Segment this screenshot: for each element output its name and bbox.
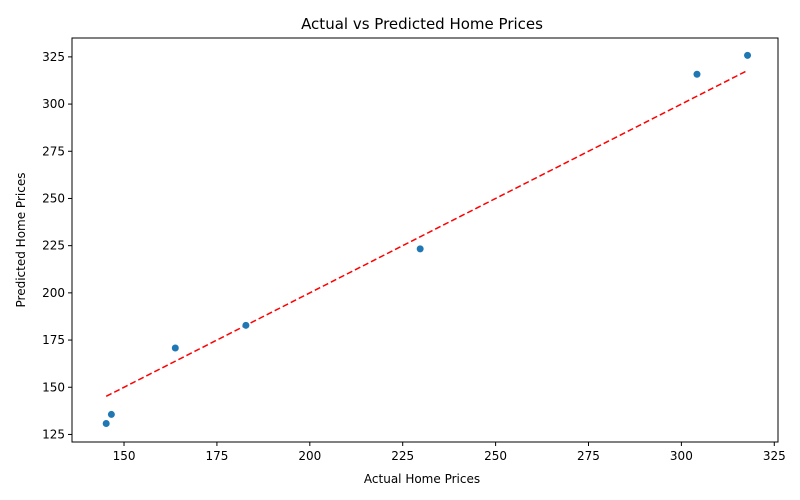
- y-tick-label: 125: [42, 427, 65, 441]
- y-tick-label: 325: [42, 50, 65, 64]
- y-tick-label: 300: [42, 97, 65, 111]
- data-point-3: [171, 344, 179, 352]
- x-tick-label: 275: [577, 449, 600, 463]
- x-tick-label: 250: [484, 449, 507, 463]
- x-tick-label: 200: [298, 449, 321, 463]
- y-tick-label: 200: [42, 286, 65, 300]
- plot-area: [71, 37, 779, 443]
- plot-frame: [71, 37, 779, 443]
- points-layer: [102, 51, 752, 427]
- chart-title: Actual vs Predicted Home Prices: [301, 15, 543, 33]
- y-axis-label: Predicted Home Prices: [14, 173, 28, 308]
- x-tick-label: 150: [113, 449, 136, 463]
- y-tick-label: 275: [42, 144, 65, 158]
- x-axis: 150 175 200 225 250 275 300 325: [113, 442, 786, 463]
- y-axis: 125 150 175 200 225 250 275 300 325: [42, 50, 72, 441]
- x-tick-label: 175: [205, 449, 228, 463]
- reference-line: [105, 69, 748, 397]
- reference-line-layer: [105, 69, 748, 397]
- x-tick-label: 325: [763, 449, 786, 463]
- y-tick-label: 150: [42, 380, 65, 394]
- data-point-1: [102, 419, 110, 427]
- data-point-4: [242, 321, 250, 329]
- x-axis-label: Actual Home Prices: [364, 472, 480, 486]
- x-tick-label: 225: [391, 449, 414, 463]
- y-tick-label: 225: [42, 239, 65, 253]
- y-tick-label: 175: [42, 333, 65, 347]
- y-tick-label: 250: [42, 191, 65, 205]
- data-point-5: [416, 245, 424, 253]
- data-point-7: [744, 51, 752, 59]
- x-tick-label: 300: [670, 449, 693, 463]
- data-point-6: [693, 70, 701, 78]
- data-point-2: [107, 410, 115, 418]
